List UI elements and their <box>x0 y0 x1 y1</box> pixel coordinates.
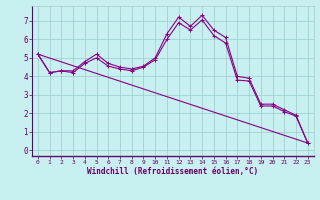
X-axis label: Windchill (Refroidissement éolien,°C): Windchill (Refroidissement éolien,°C) <box>87 167 258 176</box>
